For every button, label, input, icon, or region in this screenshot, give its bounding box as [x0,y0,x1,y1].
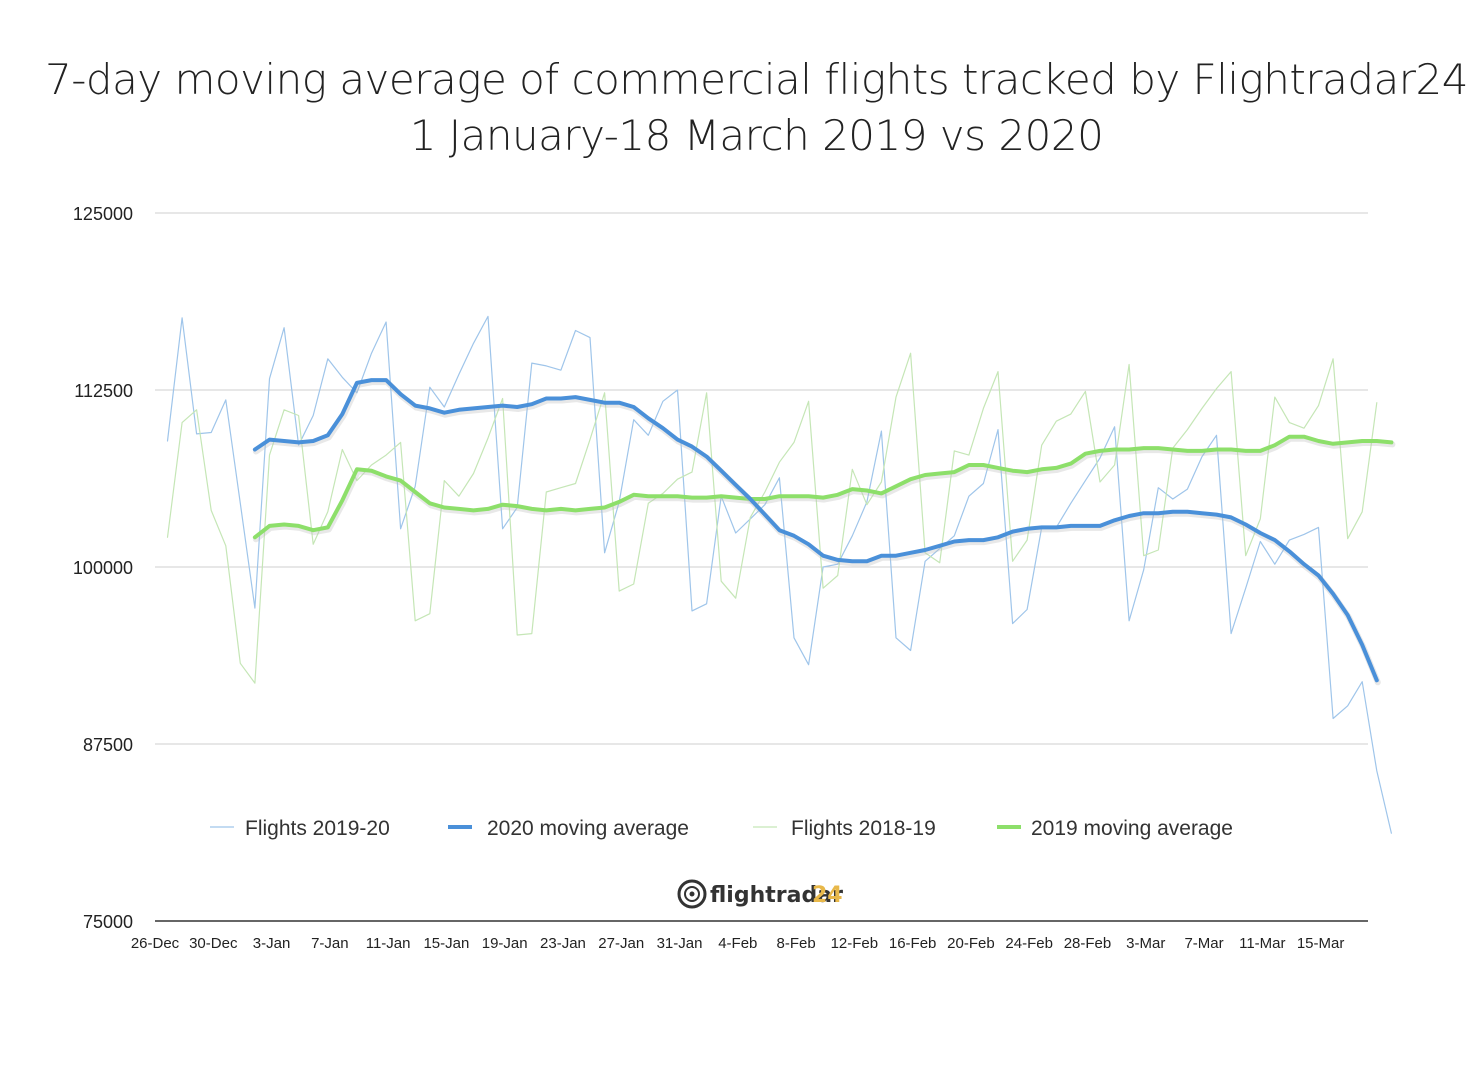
chart-subtitle: 1 January-18 March 2019 vs 2020 [409,111,1104,160]
x-tick-label: 12-Feb [831,935,879,952]
series-line-2020-moving-average [252,378,1379,683]
x-tick-label: 15-Jan [423,935,469,952]
x-tick-label: 7-Jan [311,935,349,952]
radar-icon [677,879,707,909]
x-tick-label: 11-Mar [1239,935,1285,952]
x-tick-label: 16-Feb [889,935,937,952]
x-tick-label: 23-Jan [540,935,586,952]
x-tick-label: 27-Jan [598,935,644,952]
series-line-2019-moving-average [252,434,1394,540]
legend-label: Flights 2018-19 [791,817,936,840]
legend-label: 2020 moving average [487,817,689,840]
y-tick-label: 100000 [73,558,133,578]
x-tick-label: 31-Jan [657,935,703,952]
x-tick-label: 3-Jan [253,935,291,952]
legend-label: Flights 2019-20 [245,817,390,840]
y-axis: 125000 112500 100000 87500 75000 [73,204,133,932]
legend-label: 2019 moving average [1031,817,1233,840]
logo-text-suffix: 24 [812,883,843,908]
x-axis: 26-Dec 30-Dec 3-Jan 7-Jan 11-Jan 15-Jan 19-Jan… [131,935,1345,952]
x-tick-label: 26-Dec [131,935,180,952]
x-tick-label: 19-Jan [482,935,528,952]
radar-inner-ring [684,886,700,902]
x-tick-label: 3-Mar [1126,935,1165,952]
x-tick-label: 15-Mar [1297,935,1345,952]
logo-text-main: flightradar [710,883,843,908]
x-tick-label: 28-Feb [1064,935,1112,952]
series-line-flights-2019-20 [166,315,1393,834]
chart-title-line: 7-day moving average of commercial fligh… [45,55,1468,104]
legend: Flights 2019-20 2020 moving average Flight… [210,817,1233,840]
series-shadow [252,435,1396,543]
x-tick-label: 30-Dec [189,935,238,952]
y-tick-label: 87500 [83,735,133,755]
x-tick-label: 4-Feb [718,935,757,952]
chart-title: 7-day moving average of commercial fligh… [0,52,1473,164]
y-tick-label: 125000 [73,204,133,224]
series-line-flights-2018-19 [166,352,1378,684]
y-tick-label: 112500 [74,381,133,401]
x-tick-label: 8-Feb [776,935,815,952]
gridlines [155,212,1368,922]
y-tick-label: 75000 [83,912,133,932]
radar-center-dot [689,891,695,897]
series-lines [166,315,1396,834]
x-tick-label: 20-Feb [947,935,995,952]
x-tick-label: 24-Feb [1005,935,1053,952]
x-tick-label: 11-Jan [366,935,411,952]
x-tick-label: 7-Mar [1184,935,1223,952]
